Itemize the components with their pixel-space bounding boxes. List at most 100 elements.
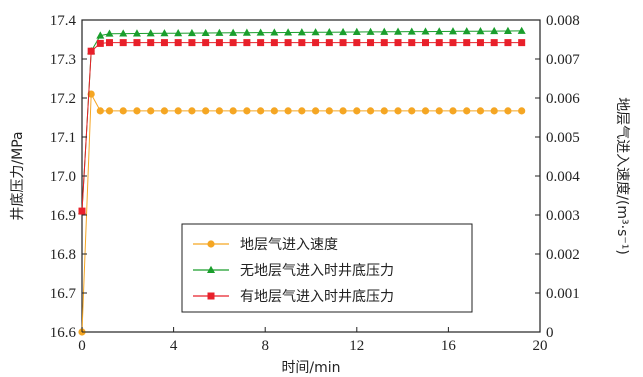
series-line bbox=[81, 92, 522, 333]
data-point bbox=[449, 107, 457, 115]
data-point bbox=[215, 28, 224, 36]
data-point bbox=[408, 39, 416, 47]
data-point bbox=[518, 107, 526, 115]
data-point bbox=[229, 107, 237, 115]
series-line bbox=[81, 30, 522, 212]
data-point bbox=[187, 28, 196, 37]
data-point bbox=[448, 27, 457, 35]
data-point bbox=[133, 107, 141, 115]
data-point bbox=[96, 31, 105, 39]
data-point bbox=[366, 107, 375, 115]
data-point bbox=[119, 107, 127, 115]
data-point bbox=[202, 107, 210, 115]
data-point bbox=[147, 107, 155, 115]
data-point bbox=[87, 90, 95, 98]
data-point bbox=[284, 107, 292, 115]
data-point bbox=[78, 207, 86, 215]
data-point bbox=[297, 28, 306, 36]
data-point bbox=[325, 27, 334, 36]
series-line bbox=[81, 42, 522, 212]
data-point bbox=[188, 107, 196, 115]
y-left-tick-label: 16.8 bbox=[50, 247, 76, 263]
data-point bbox=[421, 107, 430, 115]
data-point bbox=[96, 39, 104, 47]
data-point bbox=[462, 27, 471, 35]
data-point bbox=[188, 39, 196, 47]
y-left-tick-label: 17.1 bbox=[50, 130, 76, 146]
data-point bbox=[174, 107, 182, 115]
data-point bbox=[160, 39, 168, 47]
data-point bbox=[256, 28, 265, 36]
data-point bbox=[339, 39, 347, 47]
x-tick-label: 12 bbox=[349, 338, 364, 354]
y-left-tick-label: 17.2 bbox=[50, 91, 76, 107]
data-point bbox=[339, 107, 347, 115]
legend-marker bbox=[207, 292, 215, 300]
ticks-layer: 0 4 8 12 16 20 16.6 16.7 16.8 16.9 17.0 17.1 17.2 17.… bbox=[50, 13, 581, 354]
data-point bbox=[353, 107, 361, 115]
data-point bbox=[298, 39, 306, 47]
data-point bbox=[339, 27, 348, 36]
data-point bbox=[105, 39, 113, 47]
data-point bbox=[257, 39, 265, 47]
y-right-tick-label: 0.003 bbox=[546, 208, 580, 224]
data-point bbox=[201, 28, 210, 37]
data-point bbox=[435, 27, 444, 35]
data-point bbox=[504, 39, 512, 47]
data-point bbox=[284, 39, 292, 47]
data-point bbox=[284, 28, 293, 36]
data-point bbox=[242, 28, 251, 36]
data-point bbox=[229, 28, 238, 36]
series-1 bbox=[78, 26, 526, 215]
legend-marker bbox=[207, 265, 215, 273]
data-point bbox=[311, 107, 320, 115]
data-point bbox=[476, 26, 485, 35]
data-point bbox=[229, 39, 237, 47]
data-point bbox=[298, 107, 306, 115]
y-left-tick-label: 17.4 bbox=[50, 13, 77, 29]
data-point bbox=[394, 107, 402, 115]
series-layer bbox=[78, 26, 526, 336]
data-point bbox=[394, 39, 402, 47]
data-point bbox=[353, 39, 361, 47]
data-point bbox=[270, 107, 278, 115]
data-point bbox=[518, 39, 526, 47]
data-point bbox=[490, 107, 498, 115]
data-point bbox=[132, 29, 141, 37]
y-left-tick-label: 17.0 bbox=[50, 169, 76, 185]
data-point bbox=[215, 107, 223, 115]
x-tick-label: 16 bbox=[441, 338, 457, 354]
y-left-tick-label: 16.9 bbox=[50, 208, 76, 224]
data-point bbox=[215, 39, 223, 47]
y-right-tick-label: 0.001 bbox=[546, 286, 580, 302]
data-point bbox=[87, 47, 95, 55]
y-left-tick-label: 17.3 bbox=[50, 52, 76, 68]
x-tick-label: 0 bbox=[78, 338, 86, 354]
y-left-axis-label: 井底压力/MPa bbox=[10, 131, 26, 220]
y-right-tick-label: 0.002 bbox=[546, 247, 580, 263]
data-point bbox=[435, 107, 443, 115]
legend-label-pressure-no-gas: 无地层气进入时井底压力 bbox=[240, 263, 394, 279]
y-right-tick-label: 0 bbox=[546, 325, 554, 341]
series-0 bbox=[78, 90, 526, 336]
y-right-axis-label: 地层气进入速度/(m³·s⁻¹) bbox=[614, 97, 630, 255]
legend: 地层气进入速度 无地层气进入时井底压力 有地层气进入时井底压力 bbox=[181, 223, 473, 313]
data-point bbox=[449, 39, 457, 47]
data-point bbox=[476, 107, 485, 115]
data-point bbox=[463, 39, 471, 47]
data-point bbox=[380, 27, 389, 35]
data-point bbox=[476, 39, 484, 47]
data-point bbox=[243, 39, 251, 47]
data-point bbox=[517, 26, 526, 34]
data-point bbox=[243, 107, 251, 115]
data-point bbox=[408, 107, 416, 115]
data-point bbox=[174, 28, 183, 37]
data-point bbox=[490, 39, 498, 47]
data-point bbox=[174, 39, 182, 47]
data-point bbox=[380, 107, 388, 115]
data-point bbox=[270, 28, 279, 36]
data-point bbox=[407, 27, 416, 35]
data-point bbox=[463, 107, 471, 115]
data-point bbox=[380, 39, 388, 47]
y-right-tick-label: 0.004 bbox=[546, 169, 580, 185]
